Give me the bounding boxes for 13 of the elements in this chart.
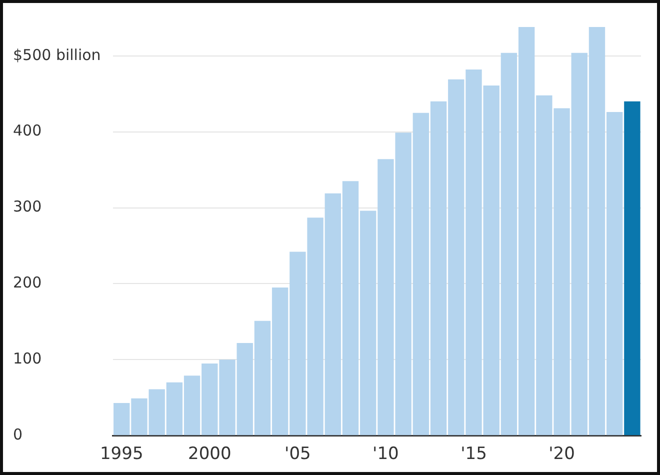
- x-tick-label: '05: [284, 444, 311, 464]
- bar: [624, 101, 640, 436]
- y-tick-label: 400: [13, 122, 42, 140]
- y-tick-label: 100: [13, 350, 42, 368]
- x-tick-label: '15: [460, 444, 487, 464]
- x-tick-label: 1995: [100, 444, 144, 464]
- y-tick-label: 200: [13, 274, 42, 292]
- x-tick-label: '20: [548, 444, 575, 464]
- y-tick-label: 300: [13, 198, 42, 216]
- x-tick-label: 2000: [188, 444, 232, 464]
- y-tick-label: 0: [13, 425, 23, 444]
- x-tick-label: '10: [372, 444, 399, 464]
- y-tick-label: $500 billion: [13, 46, 101, 64]
